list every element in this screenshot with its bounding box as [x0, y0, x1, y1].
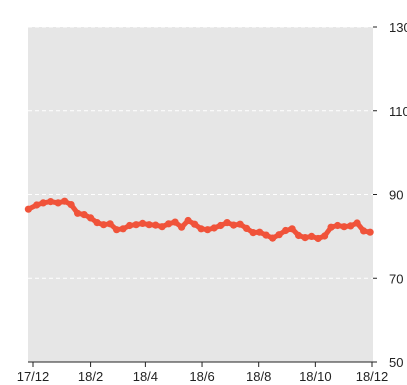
data-point	[204, 226, 212, 234]
x-tick-label: 18/6	[189, 369, 214, 384]
data-point	[366, 228, 374, 236]
data-point	[347, 222, 355, 230]
x-tick-label: 18/8	[246, 369, 271, 384]
data-point	[113, 226, 121, 234]
x-tick-label: 18/2	[78, 369, 103, 384]
data-point	[295, 231, 303, 240]
data-point	[184, 216, 192, 225]
data-point	[87, 214, 95, 222]
axes	[28, 26, 377, 367]
data-point	[210, 224, 218, 232]
data-point	[145, 221, 153, 229]
data-point	[282, 226, 290, 235]
data-point	[171, 218, 179, 226]
data-point	[132, 221, 140, 229]
x-tick-label: 17/12	[17, 369, 50, 384]
gridlines	[28, 26, 373, 279]
data-point	[100, 221, 108, 229]
data-point	[360, 227, 368, 235]
data-point	[256, 228, 264, 236]
data-point	[165, 220, 173, 228]
data-point	[308, 232, 316, 240]
data-point	[39, 199, 47, 207]
data-point	[47, 198, 55, 206]
y-tick-label: 90	[389, 188, 403, 203]
data-point	[314, 234, 322, 243]
data-point	[327, 223, 335, 231]
data-point	[223, 219, 231, 227]
data-point	[275, 231, 283, 239]
data-point	[217, 221, 225, 230]
data-point	[67, 201, 75, 209]
data-point	[54, 199, 62, 207]
data-point	[74, 209, 82, 217]
data-point	[288, 225, 296, 233]
data-point	[139, 219, 147, 227]
data-point	[106, 220, 114, 228]
data-point	[119, 225, 127, 233]
data-point	[126, 221, 134, 230]
data-point	[321, 232, 329, 240]
data-point	[353, 219, 361, 227]
x-tick-label: 18/4	[133, 369, 158, 384]
data-point	[236, 220, 244, 228]
series	[24, 197, 374, 243]
data-point	[334, 221, 342, 230]
data-point	[158, 223, 166, 231]
tick-labels: 130 110 90 70 50 17/12 18/2 18/4 18/6 18/8 18/10 18…	[17, 20, 407, 384]
data-point	[230, 221, 238, 229]
x-tick-label: 18/10	[299, 369, 332, 384]
data-point	[269, 234, 277, 242]
data-point	[191, 220, 199, 228]
data-point	[249, 229, 257, 237]
data-point	[178, 223, 186, 231]
data-point	[33, 201, 41, 209]
data-point	[93, 219, 101, 227]
x-tick-label: 18/12	[356, 369, 389, 384]
data-point	[243, 224, 251, 232]
y-tick-label: 130	[389, 20, 407, 35]
data-point	[301, 234, 309, 242]
data-point	[152, 221, 160, 229]
y-tick-label: 50	[389, 355, 403, 370]
y-tick-label: 110	[389, 104, 407, 119]
data-point	[340, 223, 348, 231]
y-tick-label: 70	[389, 271, 403, 286]
data-point	[61, 197, 69, 205]
data-point	[197, 225, 205, 233]
data-point	[24, 205, 32, 213]
data-point	[262, 231, 270, 239]
data-point	[80, 211, 88, 219]
